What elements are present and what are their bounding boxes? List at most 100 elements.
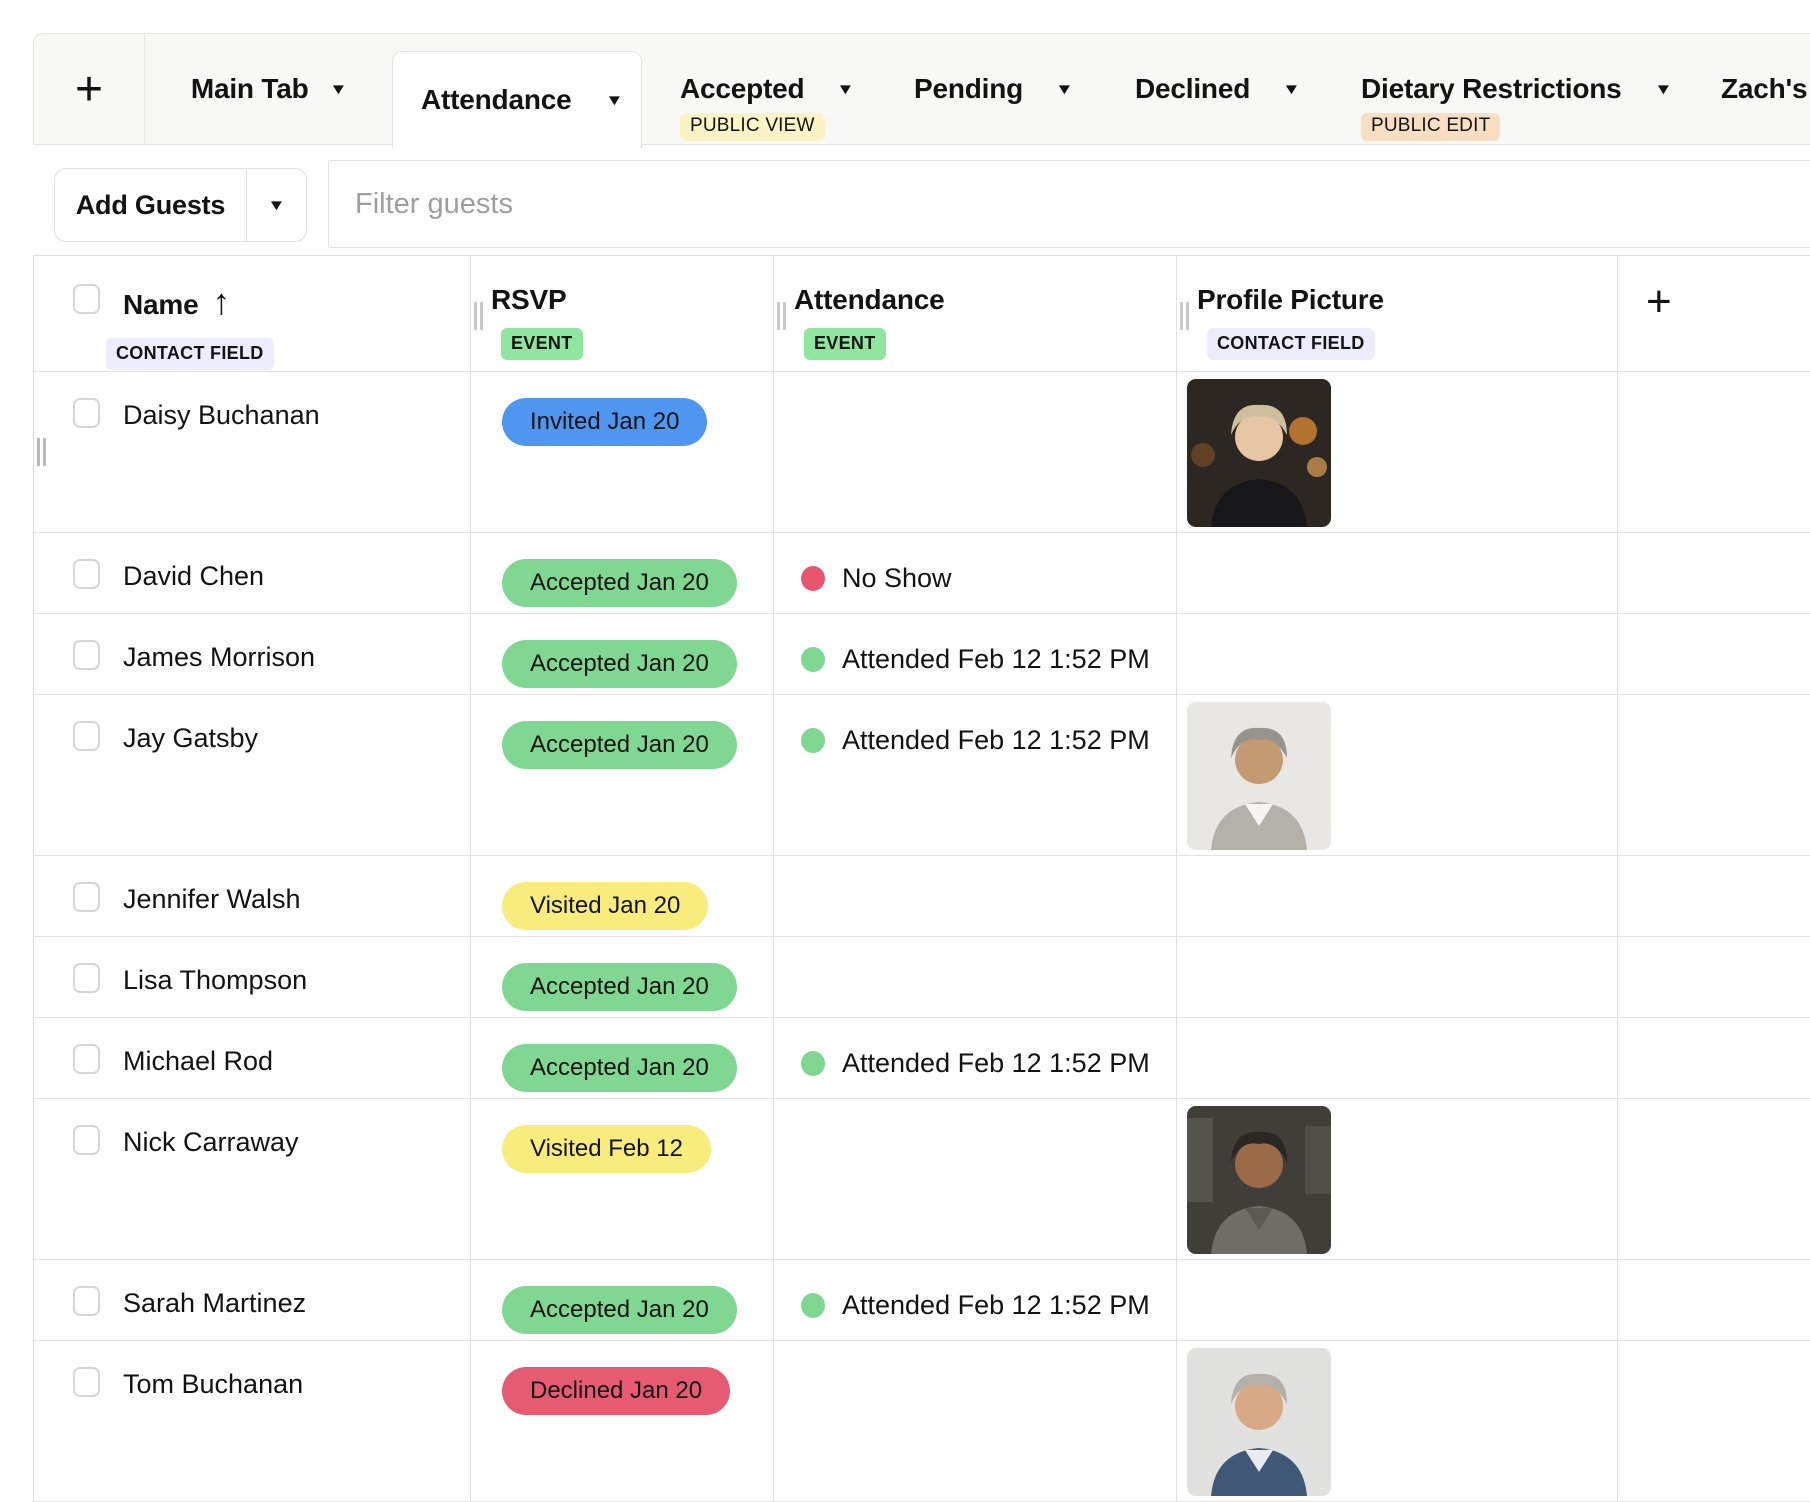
guest-name[interactable]: David Chen: [123, 561, 265, 591]
guest-name-cell[interactable]: Michael Rod: [34, 1018, 471, 1098]
row-checkbox[interactable]: [73, 559, 100, 589]
tab-accepted[interactable]: Accepted ▼ PUBLIC VIEW: [680, 34, 855, 144]
guest-name[interactable]: James Morrison: [123, 642, 316, 672]
rsvp-cell[interactable]: Invited Jan 20: [471, 372, 774, 532]
profile-photo[interactable]: [1187, 1348, 1331, 1496]
rsvp-cell[interactable]: Accepted Jan 20: [471, 1260, 774, 1340]
row-checkbox[interactable]: [73, 721, 100, 751]
tab-declined[interactable]: Declined ▼: [1135, 34, 1301, 144]
attendance-cell[interactable]: [774, 1341, 1177, 1501]
guest-name[interactable]: Nick Carraway: [123, 1127, 299, 1157]
row-checkbox[interactable]: [73, 882, 100, 912]
select-all-checkbox[interactable]: [73, 284, 100, 314]
tab-dietary-restrictions[interactable]: Dietary Restrictions ▼ PUBLIC EDIT: [1361, 34, 1672, 144]
guest-name-cell[interactable]: Lisa Thompson: [34, 937, 471, 1017]
add-guests-caret-button[interactable]: ▼: [247, 169, 306, 241]
column-drag-handle[interactable]: [1180, 302, 1189, 330]
attendance-cell[interactable]: Attended Feb 12 1:52 PM: [774, 1018, 1177, 1098]
column-header-add[interactable]: +: [1618, 256, 1810, 371]
profile-picture-cell[interactable]: [1177, 614, 1618, 694]
profile-picture-cell[interactable]: [1177, 1099, 1618, 1259]
tab-add-view-button[interactable]: +: [34, 34, 145, 144]
attendance-cell[interactable]: Attended Feb 12 1:52 PM: [774, 1260, 1177, 1340]
tab-attendance[interactable]: Attendance ▼: [392, 51, 642, 148]
profile-picture-cell[interactable]: [1177, 533, 1618, 613]
rsvp-cell[interactable]: Accepted Jan 20: [471, 614, 774, 694]
filter-guests-input[interactable]: [328, 160, 1810, 248]
rsvp-pill[interactable]: Accepted Jan 20: [502, 1286, 737, 1334]
rsvp-cell[interactable]: Accepted Jan 20: [471, 533, 774, 613]
tab-zachs[interactable]: Zach's G: [1721, 34, 1810, 144]
attendance-cell[interactable]: Attended Feb 12 1:52 PM: [774, 614, 1177, 694]
guest-name-cell[interactable]: James Morrison: [34, 614, 471, 694]
guest-name[interactable]: Daisy Buchanan: [123, 400, 320, 430]
rsvp-pill[interactable]: Accepted Jan 20: [502, 640, 737, 688]
profile-picture-cell[interactable]: [1177, 1341, 1618, 1501]
rsvp-cell[interactable]: Visited Jan 20: [471, 856, 774, 936]
rsvp-cell[interactable]: Declined Jan 20: [471, 1341, 774, 1501]
add-guests-button[interactable]: Add Guests: [55, 169, 247, 241]
guest-name-cell[interactable]: Daisy Buchanan: [34, 372, 471, 532]
profile-picture-cell[interactable]: [1177, 856, 1618, 936]
tab-main-tab[interactable]: Main Tab ▼: [145, 34, 391, 144]
column-header-name[interactable]: Name ↑ CONTACT FIELD: [34, 256, 471, 371]
attendance-cell[interactable]: Attended Feb 12 1:52 PM: [774, 695, 1177, 855]
attendance-cell[interactable]: [774, 856, 1177, 936]
guest-name[interactable]: Jennifer Walsh: [123, 884, 301, 914]
row-checkbox[interactable]: [73, 1367, 100, 1397]
attendance-cell[interactable]: [774, 1099, 1177, 1259]
row-checkbox[interactable]: [73, 1044, 100, 1074]
extra-cell: [1618, 1099, 1810, 1259]
profile-photo[interactable]: [1187, 702, 1331, 850]
attendance-cell[interactable]: [774, 937, 1177, 1017]
guest-name[interactable]: Michael Rod: [123, 1046, 274, 1076]
caret-down-icon: ▼: [1055, 80, 1074, 98]
column-header-rsvp[interactable]: RSVP EVENT: [471, 256, 774, 371]
rsvp-pill[interactable]: Accepted Jan 20: [502, 559, 737, 607]
profile-picture-cell[interactable]: [1177, 1018, 1618, 1098]
rsvp-pill[interactable]: Declined Jan 20: [502, 1367, 731, 1415]
row-checkbox[interactable]: [73, 1125, 100, 1155]
profile-picture-cell[interactable]: [1177, 372, 1618, 532]
status-dot-icon: [801, 728, 825, 753]
row-checkbox[interactable]: [73, 1286, 100, 1316]
guest-name-cell[interactable]: Sarah Martinez: [34, 1260, 471, 1340]
add-column-button[interactable]: +: [1618, 280, 1810, 324]
attendance-cell[interactable]: No Show: [774, 533, 1177, 613]
column-header-attendance[interactable]: Attendance EVENT: [774, 256, 1177, 371]
attendance-status: Attended Feb 12 1:52 PM: [774, 695, 1176, 756]
guest-name-cell[interactable]: David Chen: [34, 533, 471, 613]
rsvp-cell[interactable]: Accepted Jan 20: [471, 937, 774, 1017]
guest-name[interactable]: Tom Buchanan: [123, 1369, 304, 1399]
rsvp-pill[interactable]: Accepted Jan 20: [502, 963, 737, 1011]
rsvp-cell[interactable]: Accepted Jan 20: [471, 695, 774, 855]
column-drag-handle[interactable]: [777, 302, 786, 330]
rsvp-pill[interactable]: Visited Feb 12: [502, 1125, 711, 1173]
column-header-profile-picture[interactable]: Profile Picture CONTACT FIELD: [1177, 256, 1618, 371]
tab-pending[interactable]: Pending ▼: [914, 34, 1074, 144]
row-checkbox[interactable]: [73, 398, 100, 428]
guest-name[interactable]: Lisa Thompson: [123, 965, 308, 995]
guest-name-cell[interactable]: Nick Carraway: [34, 1099, 471, 1259]
profile-photo[interactable]: [1187, 1106, 1331, 1254]
profile-picture-cell[interactable]: [1177, 937, 1618, 1017]
rsvp-cell[interactable]: Visited Feb 12: [471, 1099, 774, 1259]
column-drag-handle[interactable]: [474, 302, 483, 330]
rsvp-pill[interactable]: Accepted Jan 20: [502, 721, 737, 769]
profile-picture-cell[interactable]: [1177, 1260, 1618, 1340]
guest-name-cell[interactable]: Tom Buchanan: [34, 1341, 471, 1501]
row-checkbox[interactable]: [73, 640, 100, 670]
guest-name-cell[interactable]: Jay Gatsby: [34, 695, 471, 855]
row-drag-handle[interactable]: [37, 438, 46, 466]
attendance-cell[interactable]: [774, 372, 1177, 532]
row-checkbox[interactable]: [73, 963, 100, 993]
guest-name[interactable]: Sarah Martinez: [123, 1288, 307, 1318]
guest-name-cell[interactable]: Jennifer Walsh: [34, 856, 471, 936]
guest-name[interactable]: Jay Gatsby: [123, 723, 259, 753]
profile-photo[interactable]: [1187, 379, 1331, 527]
rsvp-pill[interactable]: Accepted Jan 20: [502, 1044, 737, 1092]
rsvp-pill[interactable]: Invited Jan 20: [502, 398, 708, 446]
profile-picture-cell[interactable]: [1177, 695, 1618, 855]
rsvp-pill[interactable]: Visited Jan 20: [502, 882, 709, 930]
rsvp-cell[interactable]: Accepted Jan 20: [471, 1018, 774, 1098]
